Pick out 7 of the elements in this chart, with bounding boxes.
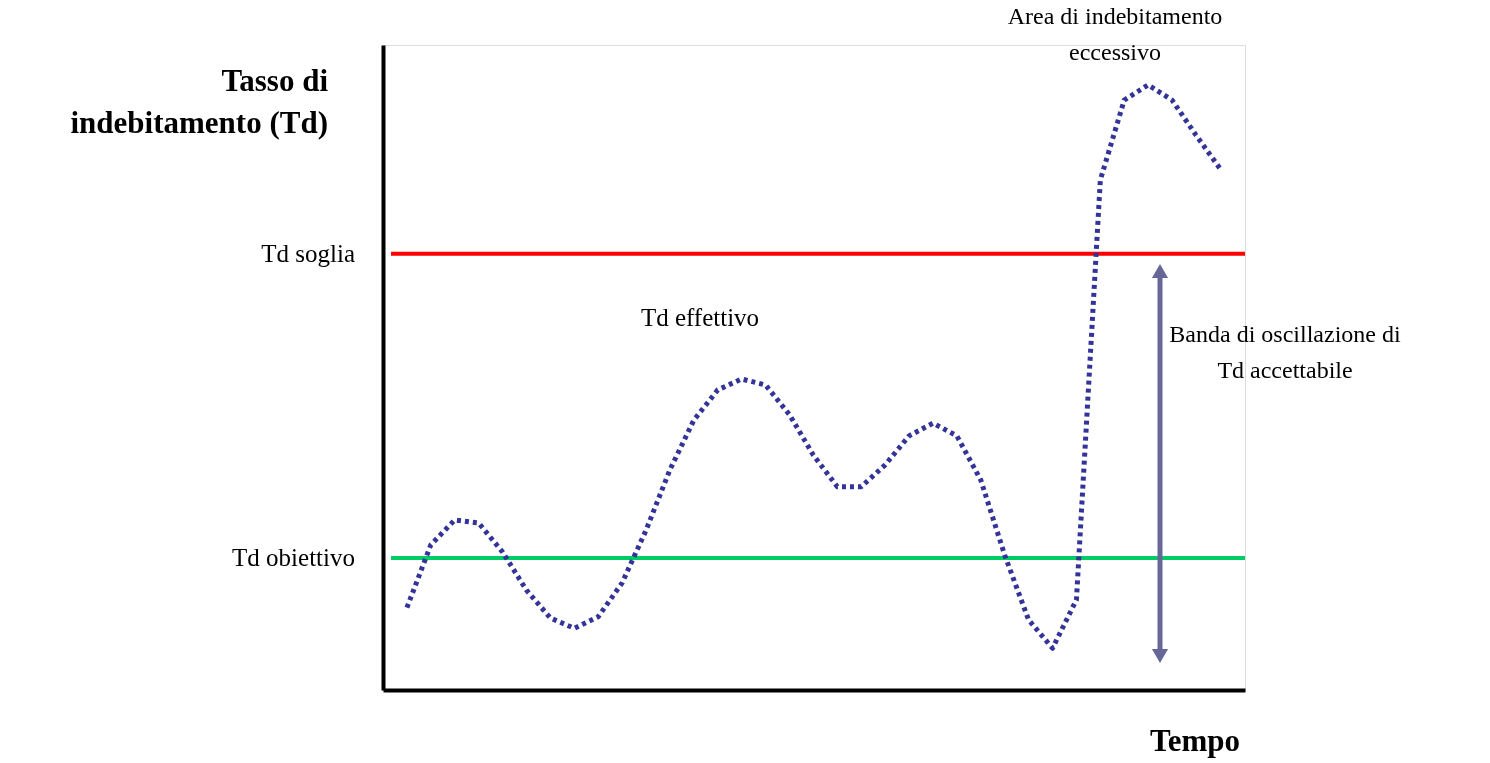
y-axis-title: Tasso di indebitamento (Td) <box>70 63 329 140</box>
annotation: Banda di oscillazione di Td accettabile <box>1169 321 1401 383</box>
ref-line-label: Td obiettivo <box>232 544 355 572</box>
ref-line-label: Td soglia <box>261 239 355 267</box>
text: Td effettivo <box>640 304 760 331</box>
x-axis-title: Tempo <box>1149 723 1241 758</box>
text: Area di indebitamento eccessivo <box>1007 3 1223 65</box>
